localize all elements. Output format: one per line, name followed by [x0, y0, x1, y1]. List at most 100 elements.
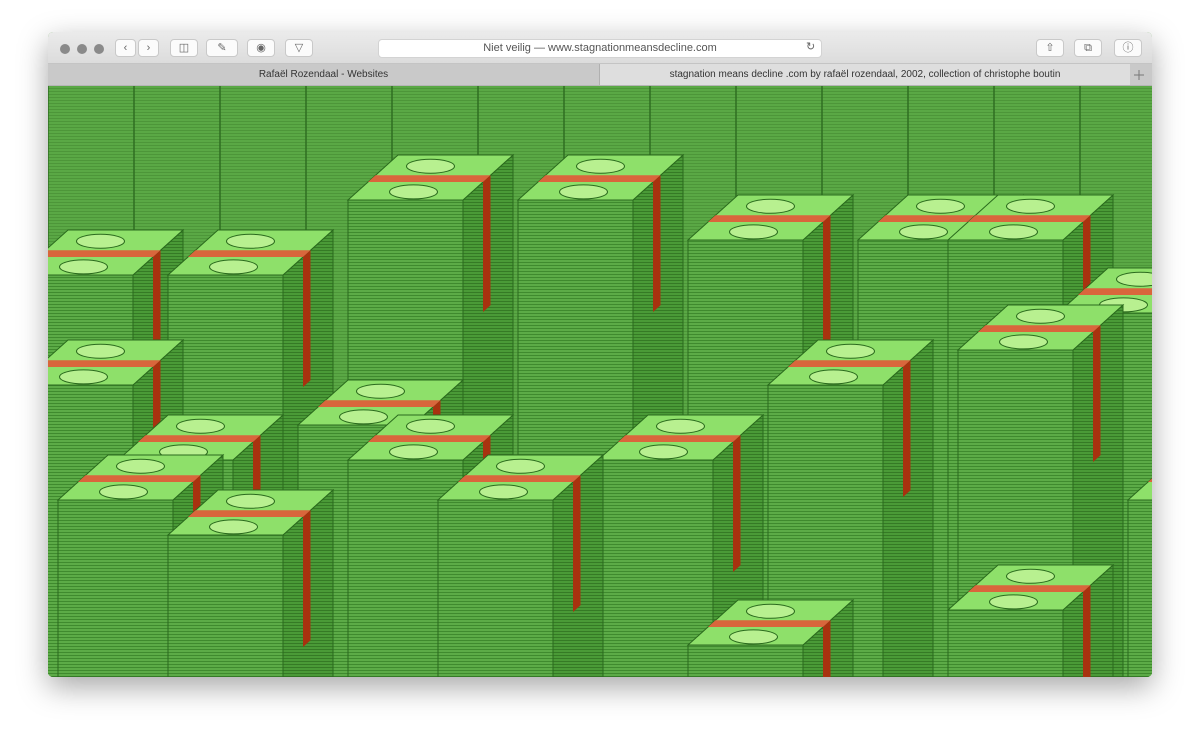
- band-side: [303, 510, 311, 647]
- band-side: [1093, 325, 1101, 462]
- band-top: [538, 175, 661, 182]
- money-stack: [166, 488, 335, 677]
- bill-oval: [729, 629, 778, 645]
- band-top: [318, 400, 441, 407]
- stack-front: [687, 644, 804, 677]
- band-top: [1078, 288, 1152, 295]
- bill-oval: [59, 369, 108, 385]
- bill-oval: [1116, 271, 1152, 287]
- bill-oval: [116, 458, 165, 474]
- band-side: [1083, 585, 1091, 677]
- close-button[interactable]: [60, 44, 70, 54]
- bill-oval: [389, 444, 438, 460]
- band-top: [968, 585, 1091, 592]
- stack-front: [1127, 499, 1152, 677]
- new-tab-button[interactable]: [1132, 68, 1146, 82]
- tabs-button[interactable]: ⧉: [1074, 39, 1102, 57]
- bill-oval: [916, 198, 965, 214]
- toolbar: ‹ › ◫ ✎ ◉ ▽ Niet veilig — www.stagnation…: [48, 32, 1152, 64]
- bill-oval: [209, 519, 258, 535]
- bill-oval: [356, 383, 405, 399]
- zoom-button[interactable]: [94, 44, 104, 54]
- band-side: [483, 175, 491, 312]
- bill-oval: [1006, 568, 1055, 584]
- band-top: [978, 325, 1101, 332]
- bill-oval: [76, 343, 125, 359]
- bill-oval: [406, 418, 455, 434]
- minimize-button[interactable]: [77, 44, 87, 54]
- bill-oval: [209, 259, 258, 275]
- bill-oval: [989, 224, 1038, 240]
- bill-oval: [729, 224, 778, 240]
- bill-oval: [989, 594, 1038, 610]
- bill-oval: [406, 158, 455, 174]
- band-top: [708, 215, 831, 222]
- band-top: [368, 435, 491, 442]
- bill-oval: [59, 259, 108, 275]
- money-stacks-artwork: [48, 86, 1152, 677]
- band-top: [1148, 478, 1152, 482]
- sidebar-button[interactable]: ◫: [170, 39, 198, 57]
- band-side: [573, 475, 581, 612]
- bill-oval: [496, 458, 545, 474]
- stack-front: [947, 609, 1064, 677]
- money-stack: [946, 563, 1115, 677]
- bill-oval: [1006, 198, 1055, 214]
- pocket-button[interactable]: ▽: [285, 39, 313, 57]
- bill-oval: [339, 409, 388, 425]
- band-top: [458, 475, 581, 482]
- forward-button[interactable]: ›: [138, 39, 159, 57]
- money-stack: [686, 598, 855, 677]
- band-top: [48, 360, 161, 367]
- band-top: [708, 620, 831, 627]
- bill-oval: [899, 224, 948, 240]
- reload-button[interactable]: ↻: [806, 41, 816, 53]
- notes-button[interactable]: ✎: [206, 39, 238, 57]
- bill-oval: [999, 334, 1048, 350]
- band-top: [48, 250, 161, 257]
- bill-top: [1126, 477, 1152, 501]
- bill-oval: [479, 484, 528, 500]
- band-top: [188, 250, 311, 257]
- bill-oval: [559, 184, 608, 200]
- web-content: [48, 86, 1152, 677]
- share-button[interactable]: ⇧: [1036, 39, 1064, 57]
- band-side: [303, 250, 311, 387]
- band-top: [138, 435, 261, 442]
- bill-oval: [746, 198, 795, 214]
- reader-button[interactable]: ◉: [247, 39, 275, 57]
- tab[interactable]: Rafaël Rozendaal - Websites: [48, 64, 600, 85]
- money-stack: [436, 453, 605, 677]
- address-bar[interactable]: Niet veilig — www.stagnationmeansdecline…: [378, 39, 822, 58]
- bill-oval: [639, 444, 688, 460]
- tab-title: Rafaël Rozendaal - Websites: [258, 69, 389, 80]
- bill-oval: [746, 603, 795, 619]
- back-button[interactable]: ‹: [115, 39, 136, 57]
- bill-oval: [226, 233, 275, 249]
- bill-oval: [226, 493, 275, 509]
- stack-front: [437, 499, 554, 677]
- bill-oval: [389, 184, 438, 200]
- band-top: [618, 435, 741, 442]
- stack-front: [167, 534, 284, 677]
- band-side: [653, 175, 661, 312]
- band-top: [968, 215, 1091, 222]
- info-button[interactable]: ⓘ: [1114, 39, 1142, 57]
- money-stack: [1126, 477, 1152, 677]
- band-top: [788, 360, 911, 367]
- band-top: [78, 475, 201, 482]
- bill-oval: [176, 418, 225, 434]
- band-side: [823, 620, 831, 677]
- band-side: [903, 360, 911, 497]
- bill-oval: [99, 484, 148, 500]
- browser-window: ‹ › ◫ ✎ ◉ ▽ Niet veilig — www.stagnation…: [48, 32, 1152, 677]
- band-top: [188, 510, 311, 517]
- bill-oval: [76, 233, 125, 249]
- bill-oval: [826, 343, 875, 359]
- tab-active[interactable]: stagnation means decline .com by rafaël …: [600, 64, 1130, 85]
- bill-oval: [809, 369, 858, 385]
- bill-oval: [576, 158, 625, 174]
- bill-oval: [656, 418, 705, 434]
- stack-front: [57, 499, 174, 677]
